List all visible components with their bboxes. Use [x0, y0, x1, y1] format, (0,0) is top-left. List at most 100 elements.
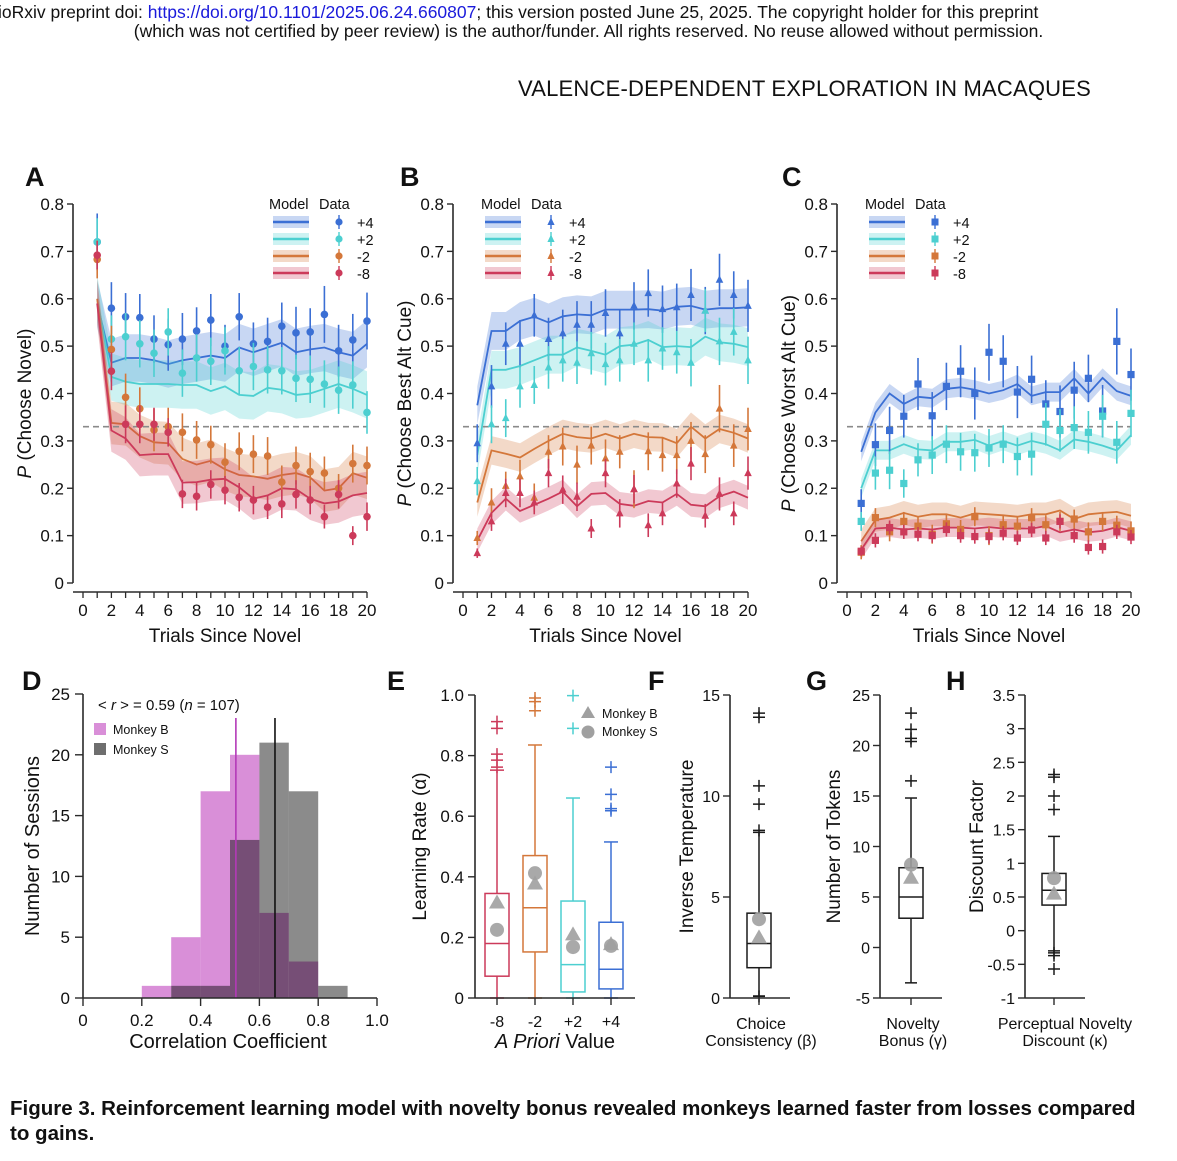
y-tick-label: 0.8 — [420, 195, 444, 214]
annotation-part: > = 0.59 ( — [116, 697, 184, 714]
data-point — [658, 450, 667, 459]
legend-marker — [335, 252, 343, 260]
x-tick-label: 6 — [544, 601, 553, 620]
data-point — [971, 449, 979, 457]
y-tick-label: 2 — [1006, 789, 1015, 806]
legend-label: -2 — [569, 250, 582, 266]
model-line — [476, 425, 749, 503]
data-point — [1099, 542, 1107, 551]
legend-label: +2 — [569, 233, 586, 249]
data-point — [278, 478, 286, 486]
y-tick-label: 0.3 — [40, 432, 64, 451]
y-tick-label: 0.2 — [40, 479, 64, 498]
legend-label: +4 — [953, 216, 970, 232]
y-tick-label: 15 — [852, 789, 870, 806]
y-tick-label: 15 — [702, 688, 720, 705]
monkey-b-marker — [489, 894, 505, 909]
legend-data-header: Data — [319, 197, 351, 213]
data-point — [658, 304, 667, 313]
series-plus2 — [96, 275, 368, 420]
data-point — [136, 339, 144, 348]
data-point — [857, 499, 865, 508]
series-minus8 — [476, 479, 749, 553]
y-tick-label: 0 — [861, 941, 870, 958]
data-point — [544, 334, 553, 343]
x-tick-label: -8 — [490, 1014, 504, 1031]
panel-b: B 0 0.1 0.2 0.3 0.4 0.5 0.6 0.7 0.8 0 2 4 6 8 10 12 14 16 1… — [395, 162, 757, 647]
box — [598, 761, 624, 999]
data-point — [1127, 370, 1135, 379]
y-axis: 0 0.1 0.2 0.3 0.4 0.5 0.6 0.7 0.8 — [40, 195, 74, 593]
x-tick-label: 4 — [515, 601, 524, 620]
legend-model-header: Model — [269, 197, 309, 213]
x-tick-label: 2 — [871, 601, 880, 620]
panel-e: E00.20.40.60.81.0-8 -2 +2 +4A Priori ValueL… — [387, 666, 658, 1053]
panel-c: C 0 0.1 0.2 0.3 0.4 0.5 0.6 0.7 0.8 0 2 4 6 8 10 12 14 16 1… — [779, 162, 1140, 647]
data-point — [1084, 374, 1092, 382]
x-tick-label: 14 — [1036, 601, 1055, 620]
data-point — [914, 522, 922, 530]
y-axis-title: P (Choose Best Alt Cue) — [395, 301, 416, 507]
doi-link[interactable]: https://doi.org/10.1101/2025.06.24.66080… — [147, 2, 477, 22]
x-tick-label: 6 — [927, 601, 936, 620]
model-line — [476, 335, 749, 456]
data-point — [292, 329, 300, 337]
box-iqr — [598, 921, 624, 990]
preprint-notice-line-1: ioRxiv preprint doi: https://doi.org/10.… — [0, 2, 1175, 22]
data-point — [349, 459, 357, 468]
outlier-marker — [491, 715, 503, 728]
series-minus8 — [96, 282, 368, 525]
y-tick-label: 0 — [455, 989, 464, 1008]
series-plus2 — [476, 317, 749, 474]
data-point — [573, 460, 581, 468]
series-plus4 — [860, 368, 1132, 462]
data-point — [107, 367, 116, 376]
annotation-part: = 107) — [193, 697, 240, 714]
legend-label: -8 — [357, 267, 370, 283]
data-point — [1042, 420, 1050, 428]
x-tick-label: 18 — [1093, 601, 1112, 620]
data-point — [644, 520, 653, 529]
data-point — [914, 530, 922, 538]
data-point — [292, 461, 300, 470]
panel-h: H -1 -0.5 0 0.5 1 1.5 2 2.5 3 3.5 Perceptual Novelt… — [946, 666, 1132, 1050]
data-point — [644, 446, 653, 455]
data-point — [278, 366, 286, 375]
data-point — [334, 386, 343, 394]
data-point — [615, 508, 624, 517]
data-point — [192, 492, 201, 501]
outlier-marker — [905, 723, 917, 736]
data-points-plus4 — [857, 308, 1135, 518]
data-point — [558, 485, 567, 493]
data-point — [871, 536, 879, 544]
data-point — [320, 310, 329, 319]
data-point — [1084, 528, 1092, 536]
outlier-marker — [1048, 946, 1060, 959]
y-tick-label: 1 — [1006, 856, 1015, 873]
data-point — [1028, 514, 1036, 522]
x-tick-label: 4 — [899, 601, 908, 620]
x-tick-label: 20 — [1122, 601, 1141, 620]
data-point — [192, 327, 201, 335]
outlier-marker — [1048, 803, 1060, 816]
y-tick-label: 0.7 — [804, 242, 828, 261]
panel-label: A — [25, 162, 45, 192]
data-point — [1013, 388, 1021, 396]
data-point — [900, 517, 908, 526]
legend-swatch-monkey-s — [94, 743, 106, 755]
legend-label-monkey-b: Monkey B — [113, 723, 169, 737]
y-tick-label: 3 — [1006, 722, 1015, 739]
legend-marker — [931, 235, 939, 243]
histogram-bar — [259, 742, 289, 998]
data-point — [687, 290, 695, 298]
box-iqr — [484, 892, 510, 977]
series-plus2 — [860, 425, 1132, 498]
y-axis: -5 0 5 10 15 20 25 — [852, 688, 881, 1008]
data-point — [363, 512, 371, 521]
data-point — [1099, 412, 1107, 420]
y-tick-label: 0.2 — [804, 479, 828, 498]
data-points-plus4 — [473, 253, 752, 463]
y-tick-label: 3.5 — [993, 688, 1015, 705]
data-point — [136, 420, 144, 429]
